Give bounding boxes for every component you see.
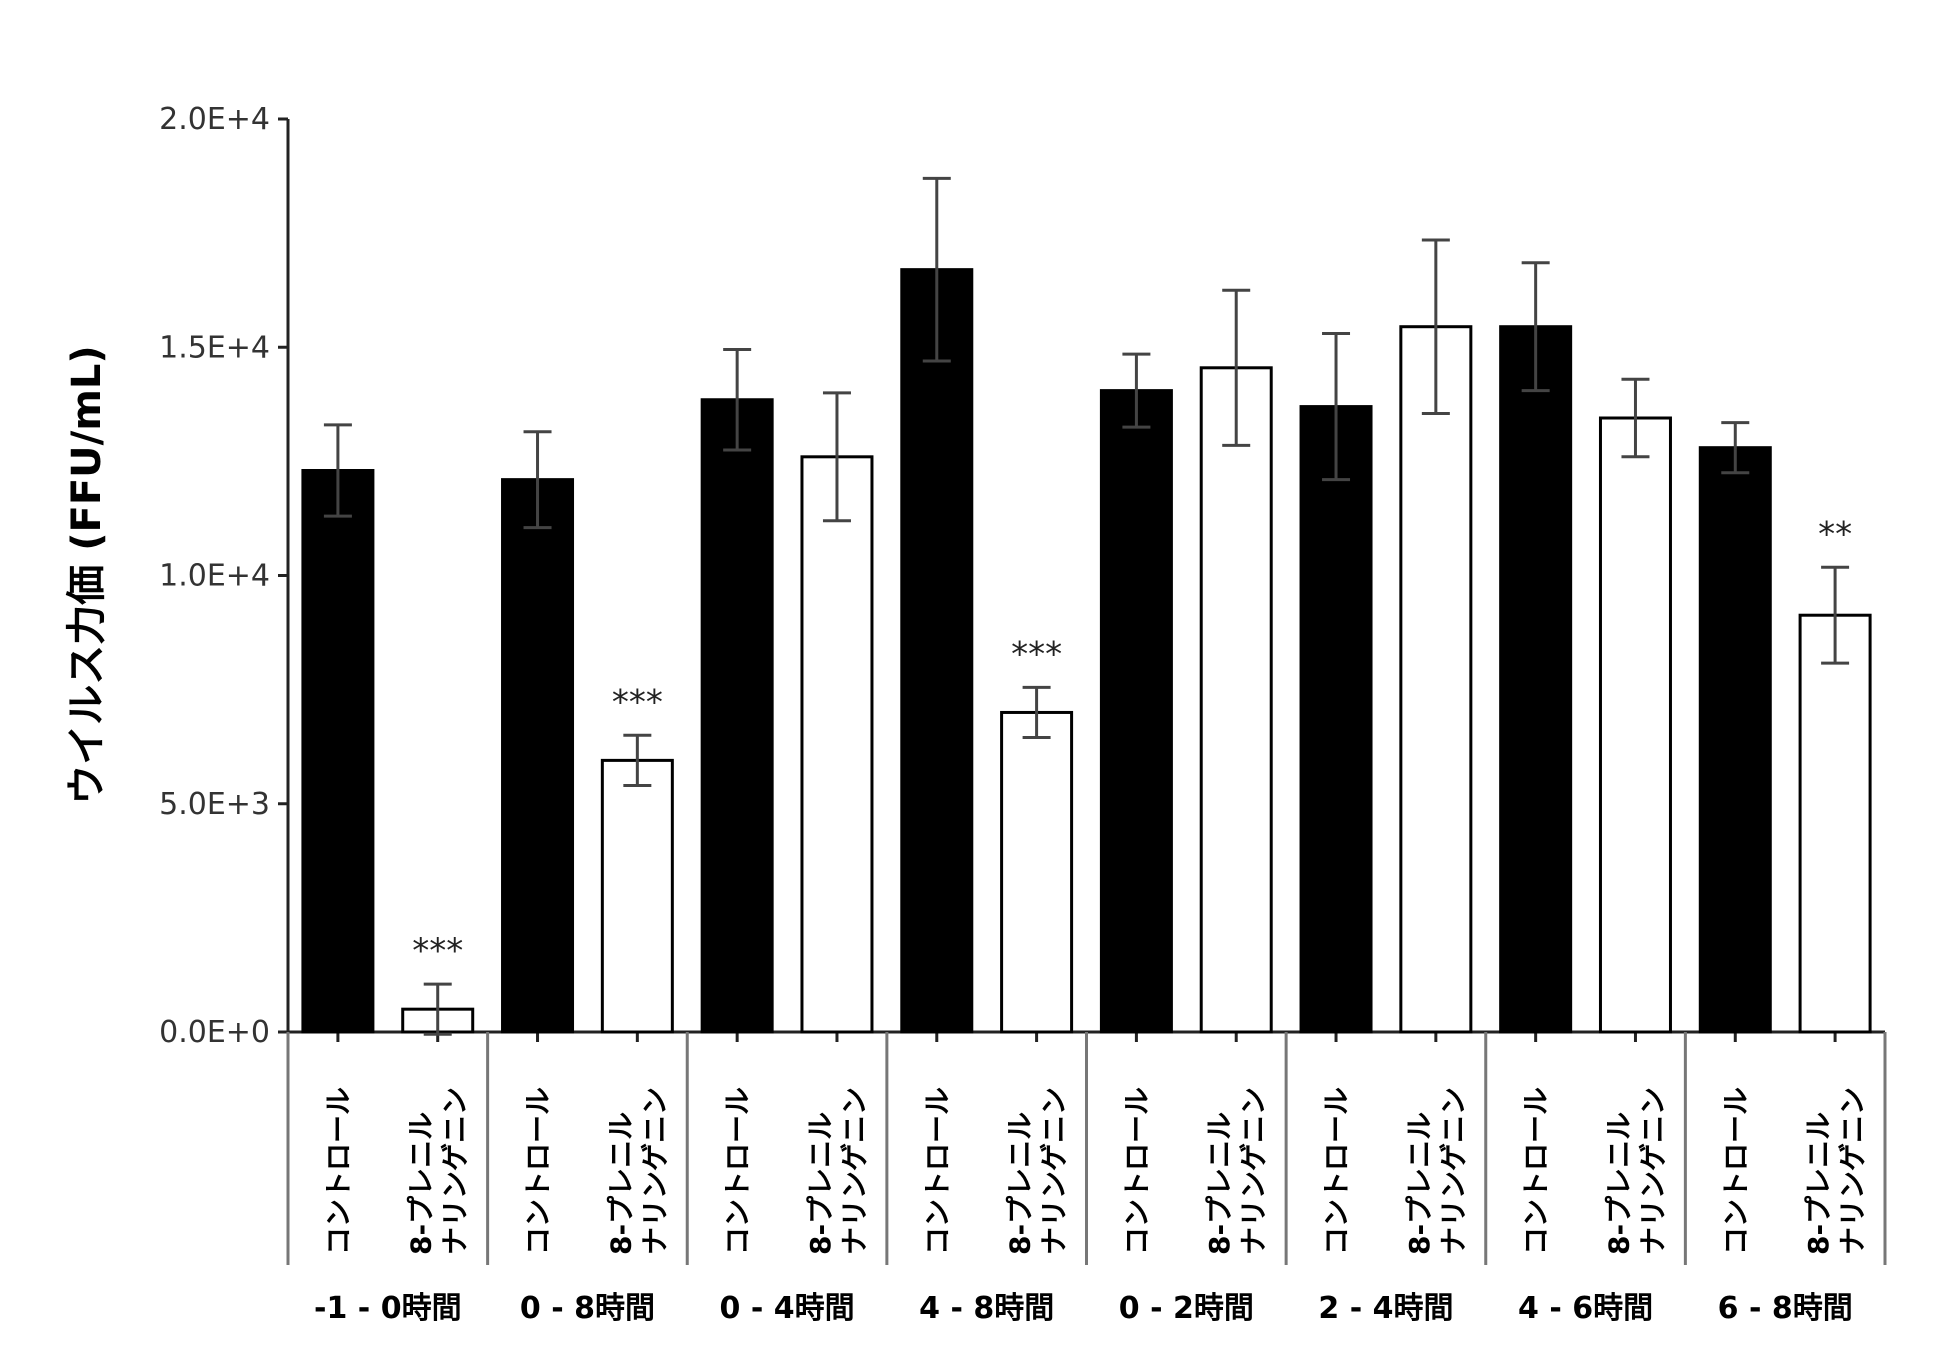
bar (501, 478, 575, 1034)
bar (301, 469, 375, 1034)
group-label: 4 - 8時間 (919, 1291, 1054, 1326)
y-tick-label: 5.0E+3 (159, 787, 270, 822)
category-label: 8-プレニル (604, 1112, 637, 1255)
category-label: ナリンゲニン (1038, 1087, 1071, 1255)
bar (1499, 325, 1573, 1034)
category-label: 8-プレニル (1203, 1112, 1236, 1255)
group-label: 0 - 4時間 (720, 1291, 855, 1326)
bar (1299, 405, 1373, 1034)
y-axis-label: ウイルス力価 (FFU/mL) (64, 345, 110, 804)
category-label: コントロール (1120, 1087, 1153, 1255)
category-label: 8-プレニル (804, 1112, 837, 1255)
significance-marker: *** (612, 682, 663, 722)
category-label: コントロール (721, 1087, 754, 1255)
category-label: コントロール (921, 1087, 954, 1255)
category-label: ナリンゲニン (439, 1087, 472, 1255)
bar (1798, 613, 1872, 1034)
category-label: コントロール (1320, 1087, 1353, 1255)
category-label: 8-プレニル (1602, 1112, 1635, 1255)
bar (1000, 710, 1074, 1034)
group-label: 0 - 2時間 (1119, 1291, 1254, 1326)
bar (1598, 416, 1672, 1034)
bar (700, 398, 774, 1034)
y-tick-label: 2.0E+4 (159, 102, 270, 137)
category-label: コントロール (322, 1087, 355, 1255)
group-label: 4 - 6時間 (1518, 1291, 1653, 1326)
category-label: コントロール (1520, 1087, 1553, 1255)
category-label: 8-プレニル (1004, 1112, 1037, 1255)
significance-marker: *** (412, 931, 463, 971)
category-label: ナリンゲニン (638, 1087, 671, 1255)
group-label: -1 - 0時間 (314, 1291, 462, 1326)
bar (800, 455, 874, 1034)
bar (1099, 389, 1173, 1034)
category-label: 8-プレニル (1802, 1112, 1835, 1255)
category-label: コントロール (522, 1087, 555, 1255)
category-label: ナリンゲニン (1237, 1087, 1270, 1255)
bar (600, 758, 674, 1034)
category-label: ナリンゲニン (838, 1087, 871, 1255)
group-label: 2 - 4時間 (1318, 1291, 1453, 1326)
bar (1399, 325, 1473, 1034)
bar (1698, 446, 1772, 1034)
category-label: 8-プレニル (1403, 1112, 1436, 1255)
y-tick-label: 1.5E+4 (159, 330, 270, 365)
category-label: ナリンゲニン (1836, 1087, 1869, 1255)
group-label: 0 - 8時間 (520, 1291, 655, 1326)
significance-marker: ** (1818, 514, 1852, 554)
bar (1199, 366, 1273, 1034)
category-label: 8-プレニル (405, 1112, 438, 1255)
y-tick-label: 1.0E+4 (159, 559, 270, 594)
group-label: 6 - 8時間 (1718, 1291, 1853, 1326)
significance-marker: *** (1011, 634, 1062, 674)
category-label: ナリンゲニン (1636, 1087, 1669, 1255)
y-tick-label: 0.0E+0 (159, 1015, 270, 1050)
category-label: ナリンゲニン (1437, 1087, 1470, 1255)
category-label: コントロール (1719, 1087, 1752, 1255)
bar (900, 268, 974, 1034)
